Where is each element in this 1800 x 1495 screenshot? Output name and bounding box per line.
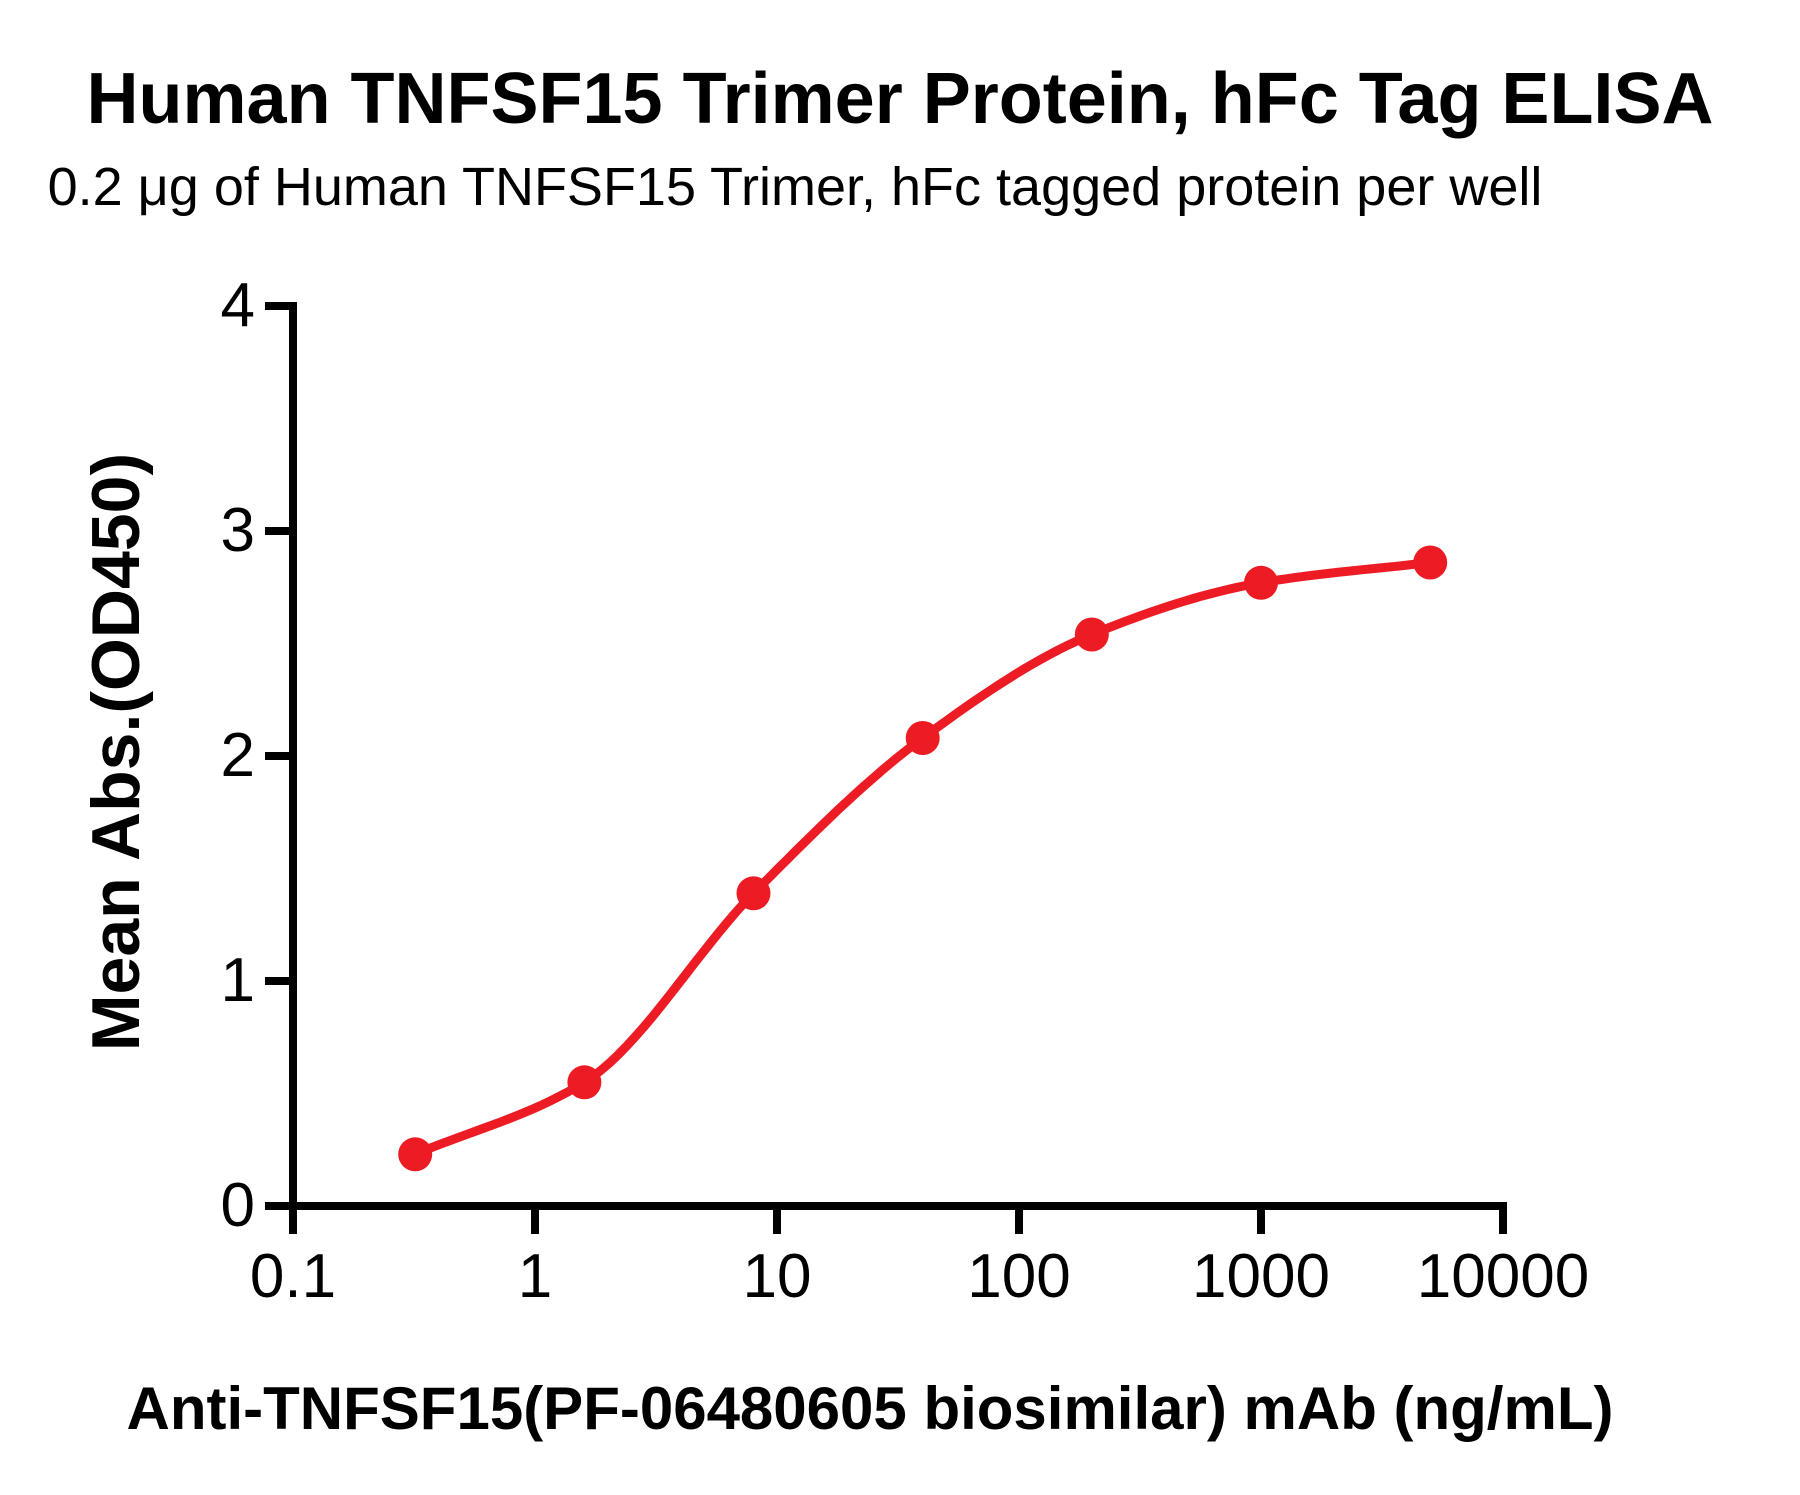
y-tick-label: 0: [220, 1171, 255, 1240]
y-tick-label: 4: [220, 271, 255, 340]
x-axis-ticks: [289, 1206, 1507, 1234]
y-tick-label: 1: [220, 946, 255, 1015]
x-tick-label: 1000: [1192, 1242, 1330, 1311]
chart-subtitle: 0.2 μg of Human TNFSF15 Trimer, hFc tagg…: [47, 157, 1543, 217]
data-point: [398, 1137, 433, 1172]
y-axis-ticks: [265, 302, 297, 1210]
data-point: [1074, 617, 1109, 652]
x-tick-label: 1: [517, 1242, 553, 1311]
y-tick-label: 3: [220, 496, 255, 565]
data-point: [736, 876, 771, 911]
data-point: [905, 721, 940, 755]
data-point: [1244, 565, 1278, 600]
data-point: [1413, 545, 1448, 580]
fit-curve: [410, 558, 1435, 1159]
data-point: [567, 1065, 602, 1100]
chart-title: Human TNFSF15 Trimer Protein, hFc Tag EL…: [86, 59, 1714, 139]
x-tick-label: 100: [967, 1242, 1071, 1311]
x-tick-label: 0.1: [249, 1242, 337, 1311]
x-tick-label: 10: [742, 1242, 812, 1311]
y-tick-label: 2: [220, 721, 255, 790]
data-points: [398, 545, 1448, 1172]
x-axis-label: Anti-TNFSF15(PF-06480605 biosimilar) mAb…: [126, 1375, 1614, 1442]
x-tick-label: 10000: [1416, 1242, 1590, 1311]
